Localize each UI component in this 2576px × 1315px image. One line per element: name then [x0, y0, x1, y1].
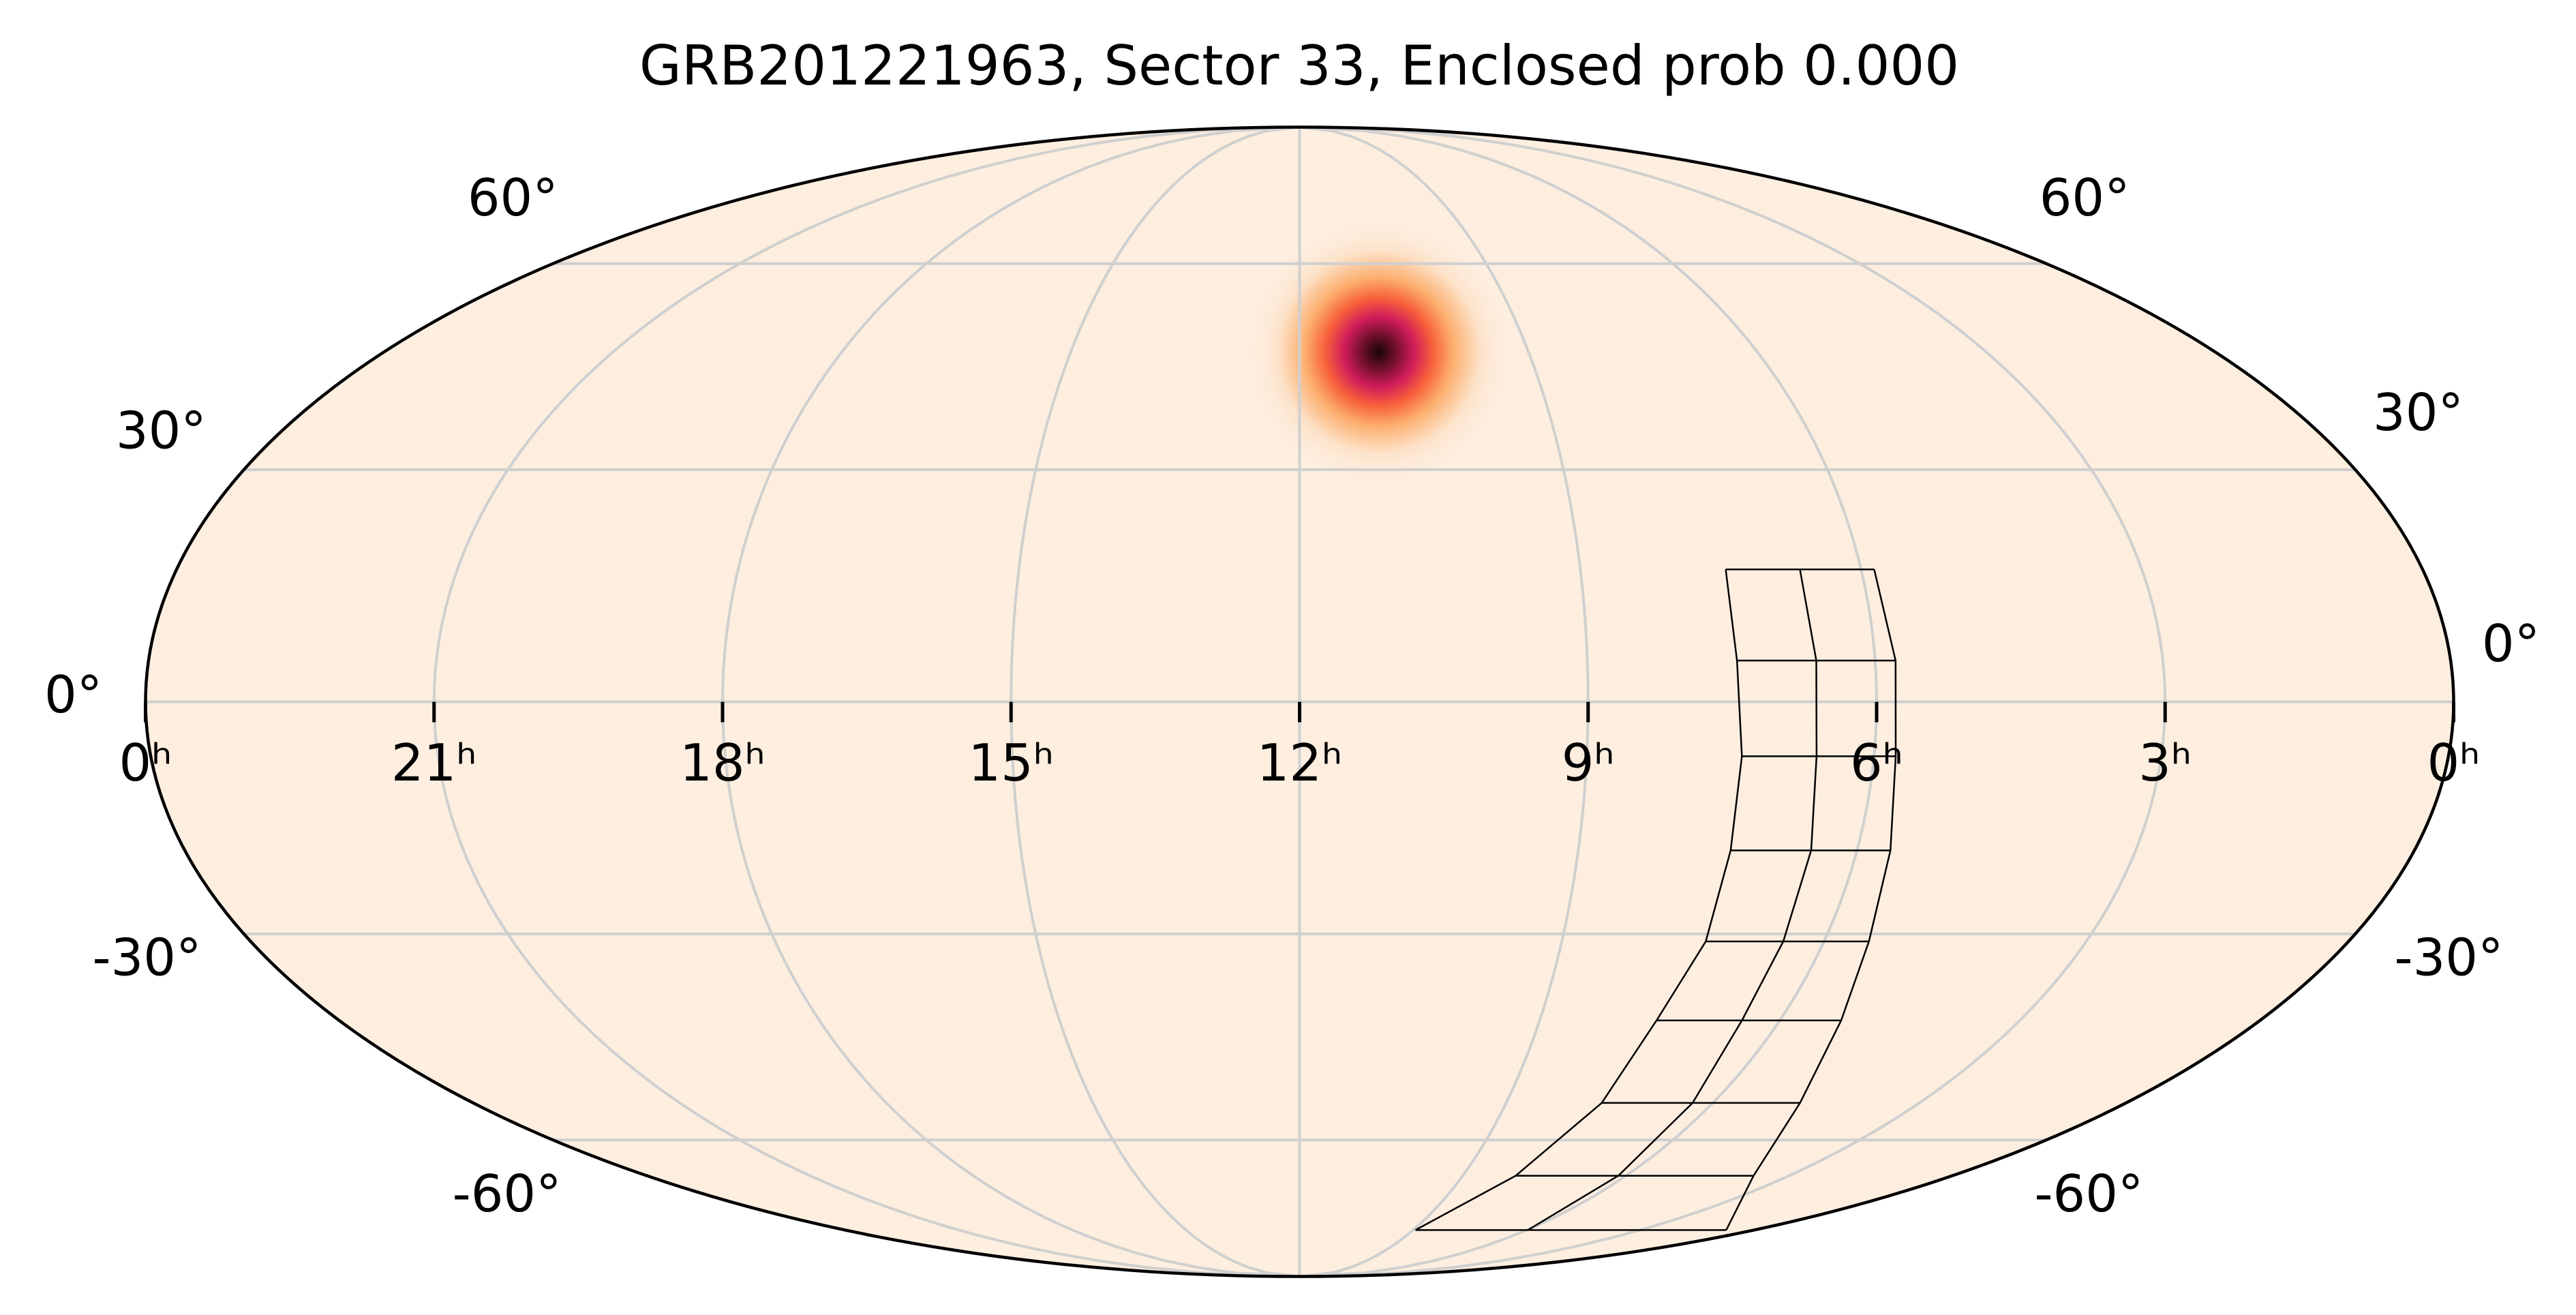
y-tick-label-right: -30°	[2395, 927, 2504, 987]
y-tick-label-right: 30°	[2373, 382, 2464, 442]
probability-blob	[1244, 217, 1514, 487]
y-tick-label-left: 60°	[468, 168, 558, 228]
x-tick-label: 9ʰ	[1562, 733, 1615, 793]
y-tick-label-left: 30°	[116, 401, 207, 461]
x-tick-label: 0ʰ	[2427, 733, 2480, 793]
x-tick-label: 6ʰ	[1850, 733, 1903, 793]
y-tick-label-left: -30°	[93, 927, 202, 987]
y-tick-label-right: -60°	[2034, 1164, 2143, 1224]
x-tick-label: 12ʰ	[1257, 733, 1343, 793]
chart-title: GRB201221963, Sector 33, Enclosed prob 0…	[639, 34, 1959, 97]
y-tick-label-right: 0°	[2482, 614, 2540, 674]
x-tick-label: 21ʰ	[391, 733, 477, 793]
x-tick-label: 18ʰ	[680, 733, 766, 793]
y-tick-label-left: 0°	[44, 665, 102, 725]
x-tick-label: 0ʰ	[119, 733, 172, 793]
y-tick-label-left: -60°	[453, 1164, 562, 1224]
x-tick-label: 15ʰ	[968, 733, 1054, 793]
y-tick-label-right: 60°	[2040, 168, 2130, 228]
x-tick-label: 3ʰ	[2138, 733, 2192, 793]
